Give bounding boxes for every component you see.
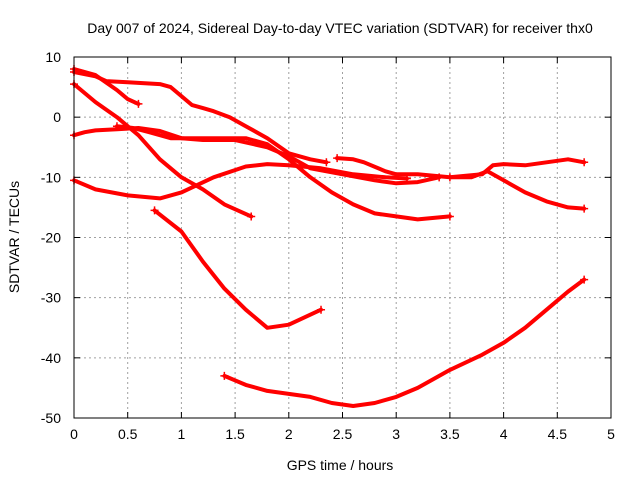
series-line-arc-9 [152, 208, 323, 330]
x-tick-label: 4.5 [548, 426, 568, 442]
y-tick-label: -20 [41, 230, 61, 246]
x-tick-label: 3.5 [440, 426, 460, 442]
series-marker-arc-8-start [445, 173, 454, 182]
series-marker-arc-5-end [445, 212, 454, 221]
x-tick-label: 1 [178, 426, 186, 442]
x-tick-label: 0.5 [118, 426, 138, 442]
series-line-arc-10 [222, 277, 587, 408]
x-tick-label: 1.5 [225, 426, 245, 442]
series-line-arc-5 [115, 124, 452, 222]
x-axis-label: GPS time / hours [287, 457, 394, 473]
series-marker-arc-10-end [580, 275, 589, 284]
y-axis-label: SDTVAR / TECUs [6, 181, 22, 293]
series-marker-arc-10-start [220, 371, 229, 380]
y-tick-label: -10 [41, 169, 61, 185]
x-tick-label: 2.5 [333, 426, 353, 442]
series-marker-arc-3-end [247, 212, 256, 221]
x-tick-label: 0 [70, 426, 78, 442]
series-line-arc-2 [72, 70, 329, 165]
series-line-arc-3 [72, 82, 254, 219]
y-tick-label: -50 [41, 410, 61, 426]
y-tick-label: 0 [53, 109, 61, 125]
series-marker-arc-2-end [322, 158, 331, 167]
series-line-arc-8 [447, 169, 587, 211]
y-tick-label: 10 [45, 49, 61, 65]
x-tick-label: 3 [392, 426, 400, 442]
series-marker-arc-7-end [580, 158, 589, 167]
series-marker-arc-7-start [333, 154, 342, 163]
series-marker-arc-8-end [580, 204, 589, 213]
x-tick-label: 5 [607, 426, 615, 442]
y-tick-label: -30 [41, 290, 61, 306]
data-series-group [70, 65, 589, 408]
x-tick-label: 4 [500, 426, 508, 442]
series-line-arc-4 [72, 126, 442, 186]
series-line-arc-6 [72, 162, 409, 201]
series-marker-arc-5-start [112, 122, 121, 131]
y-tick-label: -40 [41, 350, 61, 366]
series-marker-arc-9-end [317, 305, 326, 314]
axis-ticks: 0 0.5 1 1.5 2 2.5 3 3.5 4 4.5 5 -50 -40 -30 -20 -10 0 10 [41, 49, 615, 442]
grid [74, 57, 611, 418]
series-marker-arc-1-end [134, 99, 143, 108]
series-marker-arc-9-start [150, 206, 159, 215]
x-tick-label: 2 [285, 426, 293, 442]
chart-title: Day 007 of 2024, Sidereal Day-to-day VTE… [87, 20, 593, 36]
